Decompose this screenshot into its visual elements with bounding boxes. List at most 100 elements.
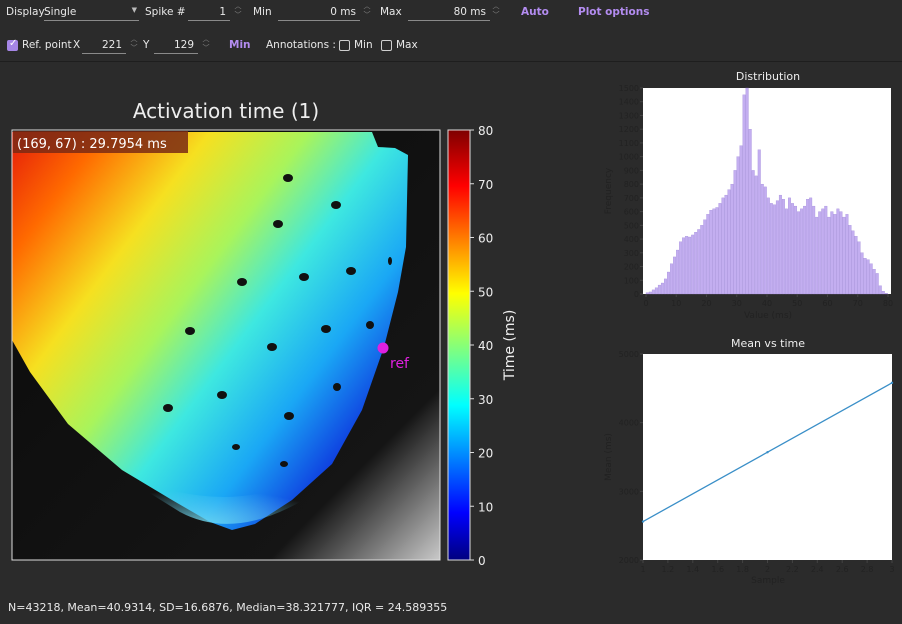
colorbar-ticks: 0 10 20 30 40 50 60 70 80 <box>470 124 493 568</box>
min-spinner[interactable]: ︿ ﹀ <box>363 2 371 22</box>
histogram-bar <box>842 216 846 295</box>
spin-up-icon[interactable]: ︿ <box>492 2 500 10</box>
statistics-summary: N=43218, Mean=40.9314, SD=16.6876, Media… <box>8 601 448 614</box>
histogram-title: Distribution <box>736 70 800 83</box>
histogram-xtick-label: 40 <box>762 299 772 308</box>
histogram-bar <box>664 278 667 295</box>
histogram-bar <box>657 284 661 295</box>
cursor-readout: (169, 67) : 29.7954 ms <box>17 137 167 152</box>
histogram-bar <box>757 149 761 295</box>
annotation-min-checkbox[interactable] <box>339 40 350 51</box>
colorbar <box>447 129 471 561</box>
annotation-max-checkbox[interactable] <box>381 40 392 51</box>
spin-down-icon[interactable]: ﹀ <box>202 44 210 52</box>
histogram-bar <box>857 241 861 295</box>
ref-point-label: Ref. point <box>22 39 72 51</box>
y-input[interactable]: 129 <box>154 36 198 54</box>
colorbar-tick-label: 60 <box>478 232 493 246</box>
histogram-bar <box>784 208 788 295</box>
spin-down-icon[interactable]: ﹀ <box>130 44 138 52</box>
heart-bottom-highlight <box>100 462 330 524</box>
histogram-bar <box>872 269 876 295</box>
spin-up-icon[interactable]: ︿ <box>363 2 371 10</box>
mean-plot-title: Mean vs time <box>731 337 805 350</box>
spin-up-icon[interactable]: ︿ <box>202 35 210 43</box>
min-input[interactable]: 0 ms <box>278 3 360 21</box>
histogram-xtick-label: 20 <box>701 299 711 308</box>
spin-down-icon[interactable]: ﹀ <box>234 11 242 19</box>
min-label: Min <box>253 6 272 18</box>
ref-point-marker[interactable] <box>377 342 389 354</box>
histogram-bar <box>851 230 855 295</box>
spin-down-icon[interactable]: ﹀ <box>363 11 371 19</box>
plot-options-button[interactable]: Plot options <box>578 6 650 18</box>
spike-spinner[interactable]: ︿ ﹀ <box>234 2 242 22</box>
histogram-bar <box>685 236 689 295</box>
histogram-bar <box>712 208 716 295</box>
histogram-xtick-label: 60 <box>822 299 832 308</box>
auto-button[interactable]: Auto <box>521 6 549 18</box>
activation-map-figure: Activation time (1) (169, 67) : 29.7954 … <box>11 99 518 568</box>
histogram-bar <box>751 170 755 295</box>
mean-plot-area[interactable] <box>643 354 892 560</box>
histogram-bar <box>830 211 834 295</box>
spin-up-icon[interactable]: ︿ <box>130 35 138 43</box>
spin-up-icon[interactable]: ︿ <box>234 2 242 10</box>
y-label: Y <box>143 39 150 51</box>
histogram-ytick-label: 1500 <box>619 84 639 93</box>
ref-point-label-text: ref <box>390 356 410 372</box>
spike-input[interactable]: 1 <box>188 3 230 21</box>
ref-point-checkbox[interactable] <box>7 38 18 51</box>
ref-min-button[interactable]: Min <box>229 39 251 51</box>
spin-down-icon[interactable]: ﹀ <box>492 11 500 19</box>
y-spinner[interactable]: ︿ ﹀ <box>202 35 210 55</box>
histogram-bar <box>769 203 773 295</box>
histogram-bar <box>824 205 828 295</box>
annotation-min-label: Min <box>354 39 373 51</box>
mean-ytick-label: 2000 <box>619 556 639 565</box>
histogram-xtick-label: 0 <box>643 299 648 308</box>
histogram-bar <box>833 214 837 295</box>
display-select[interactable]: Single ▼ <box>44 3 139 21</box>
mean-series-point <box>641 520 645 523</box>
x-input[interactable]: 221 <box>82 36 126 54</box>
histogram-xtick-label: 10 <box>671 299 681 308</box>
mean-xtick-label: 1.6 <box>711 565 724 574</box>
histogram-xtick-label: 50 <box>792 299 802 308</box>
histogram-bar <box>660 282 664 295</box>
colorbar-tick-label: 0 <box>478 554 486 568</box>
histogram-xtick-label: 80 <box>883 299 893 308</box>
colorbar-tick-label: 20 <box>478 447 493 461</box>
histogram-ylabel: Frequency <box>604 167 614 214</box>
histogram-bar <box>827 216 831 295</box>
mean-xtick-label: 1.4 <box>686 565 699 574</box>
histogram-bar <box>715 207 719 295</box>
histogram-bar <box>730 183 734 295</box>
histogram-bar <box>797 211 801 295</box>
histogram-bar <box>788 197 791 295</box>
mean-xtick-label: 2.2 <box>786 565 799 574</box>
histogram-bar <box>848 225 852 295</box>
histogram-bar <box>721 197 725 295</box>
mean-xtick-label: 1 <box>640 565 645 574</box>
mean-plot-figure: Mean vs time 1 1.2 1.4 1.6 1.8 2 2.2 2.4 2.6 2.8 3… <box>604 337 895 586</box>
histogram-bar <box>739 145 743 295</box>
chevron-down-icon: ▼ <box>131 6 137 14</box>
max-input[interactable]: 80 ms <box>408 3 490 21</box>
histogram-bar <box>839 211 843 295</box>
histogram-bar <box>854 236 858 295</box>
x-spinner[interactable]: ︿ ﹀ <box>130 35 138 55</box>
histogram-bar <box>803 205 807 295</box>
histogram-bar <box>679 241 683 295</box>
histogram-bar <box>676 249 680 295</box>
histogram-bar <box>754 175 758 295</box>
heart-activation-map[interactable] <box>12 132 408 530</box>
mean-xtick-label: 2.6 <box>836 565 849 574</box>
colorbar-label: Time (ms) <box>502 310 518 382</box>
histogram-x-ticks: 0 10 20 30 40 50 60 70 80 <box>643 294 893 308</box>
histogram-bar <box>884 293 888 295</box>
colorbar-tick-label: 50 <box>478 285 493 299</box>
histogram-bar <box>670 263 673 295</box>
mean-plot-ylabel: Mean (ms) <box>604 433 614 481</box>
max-spinner[interactable]: ︿ ﹀ <box>492 2 500 22</box>
